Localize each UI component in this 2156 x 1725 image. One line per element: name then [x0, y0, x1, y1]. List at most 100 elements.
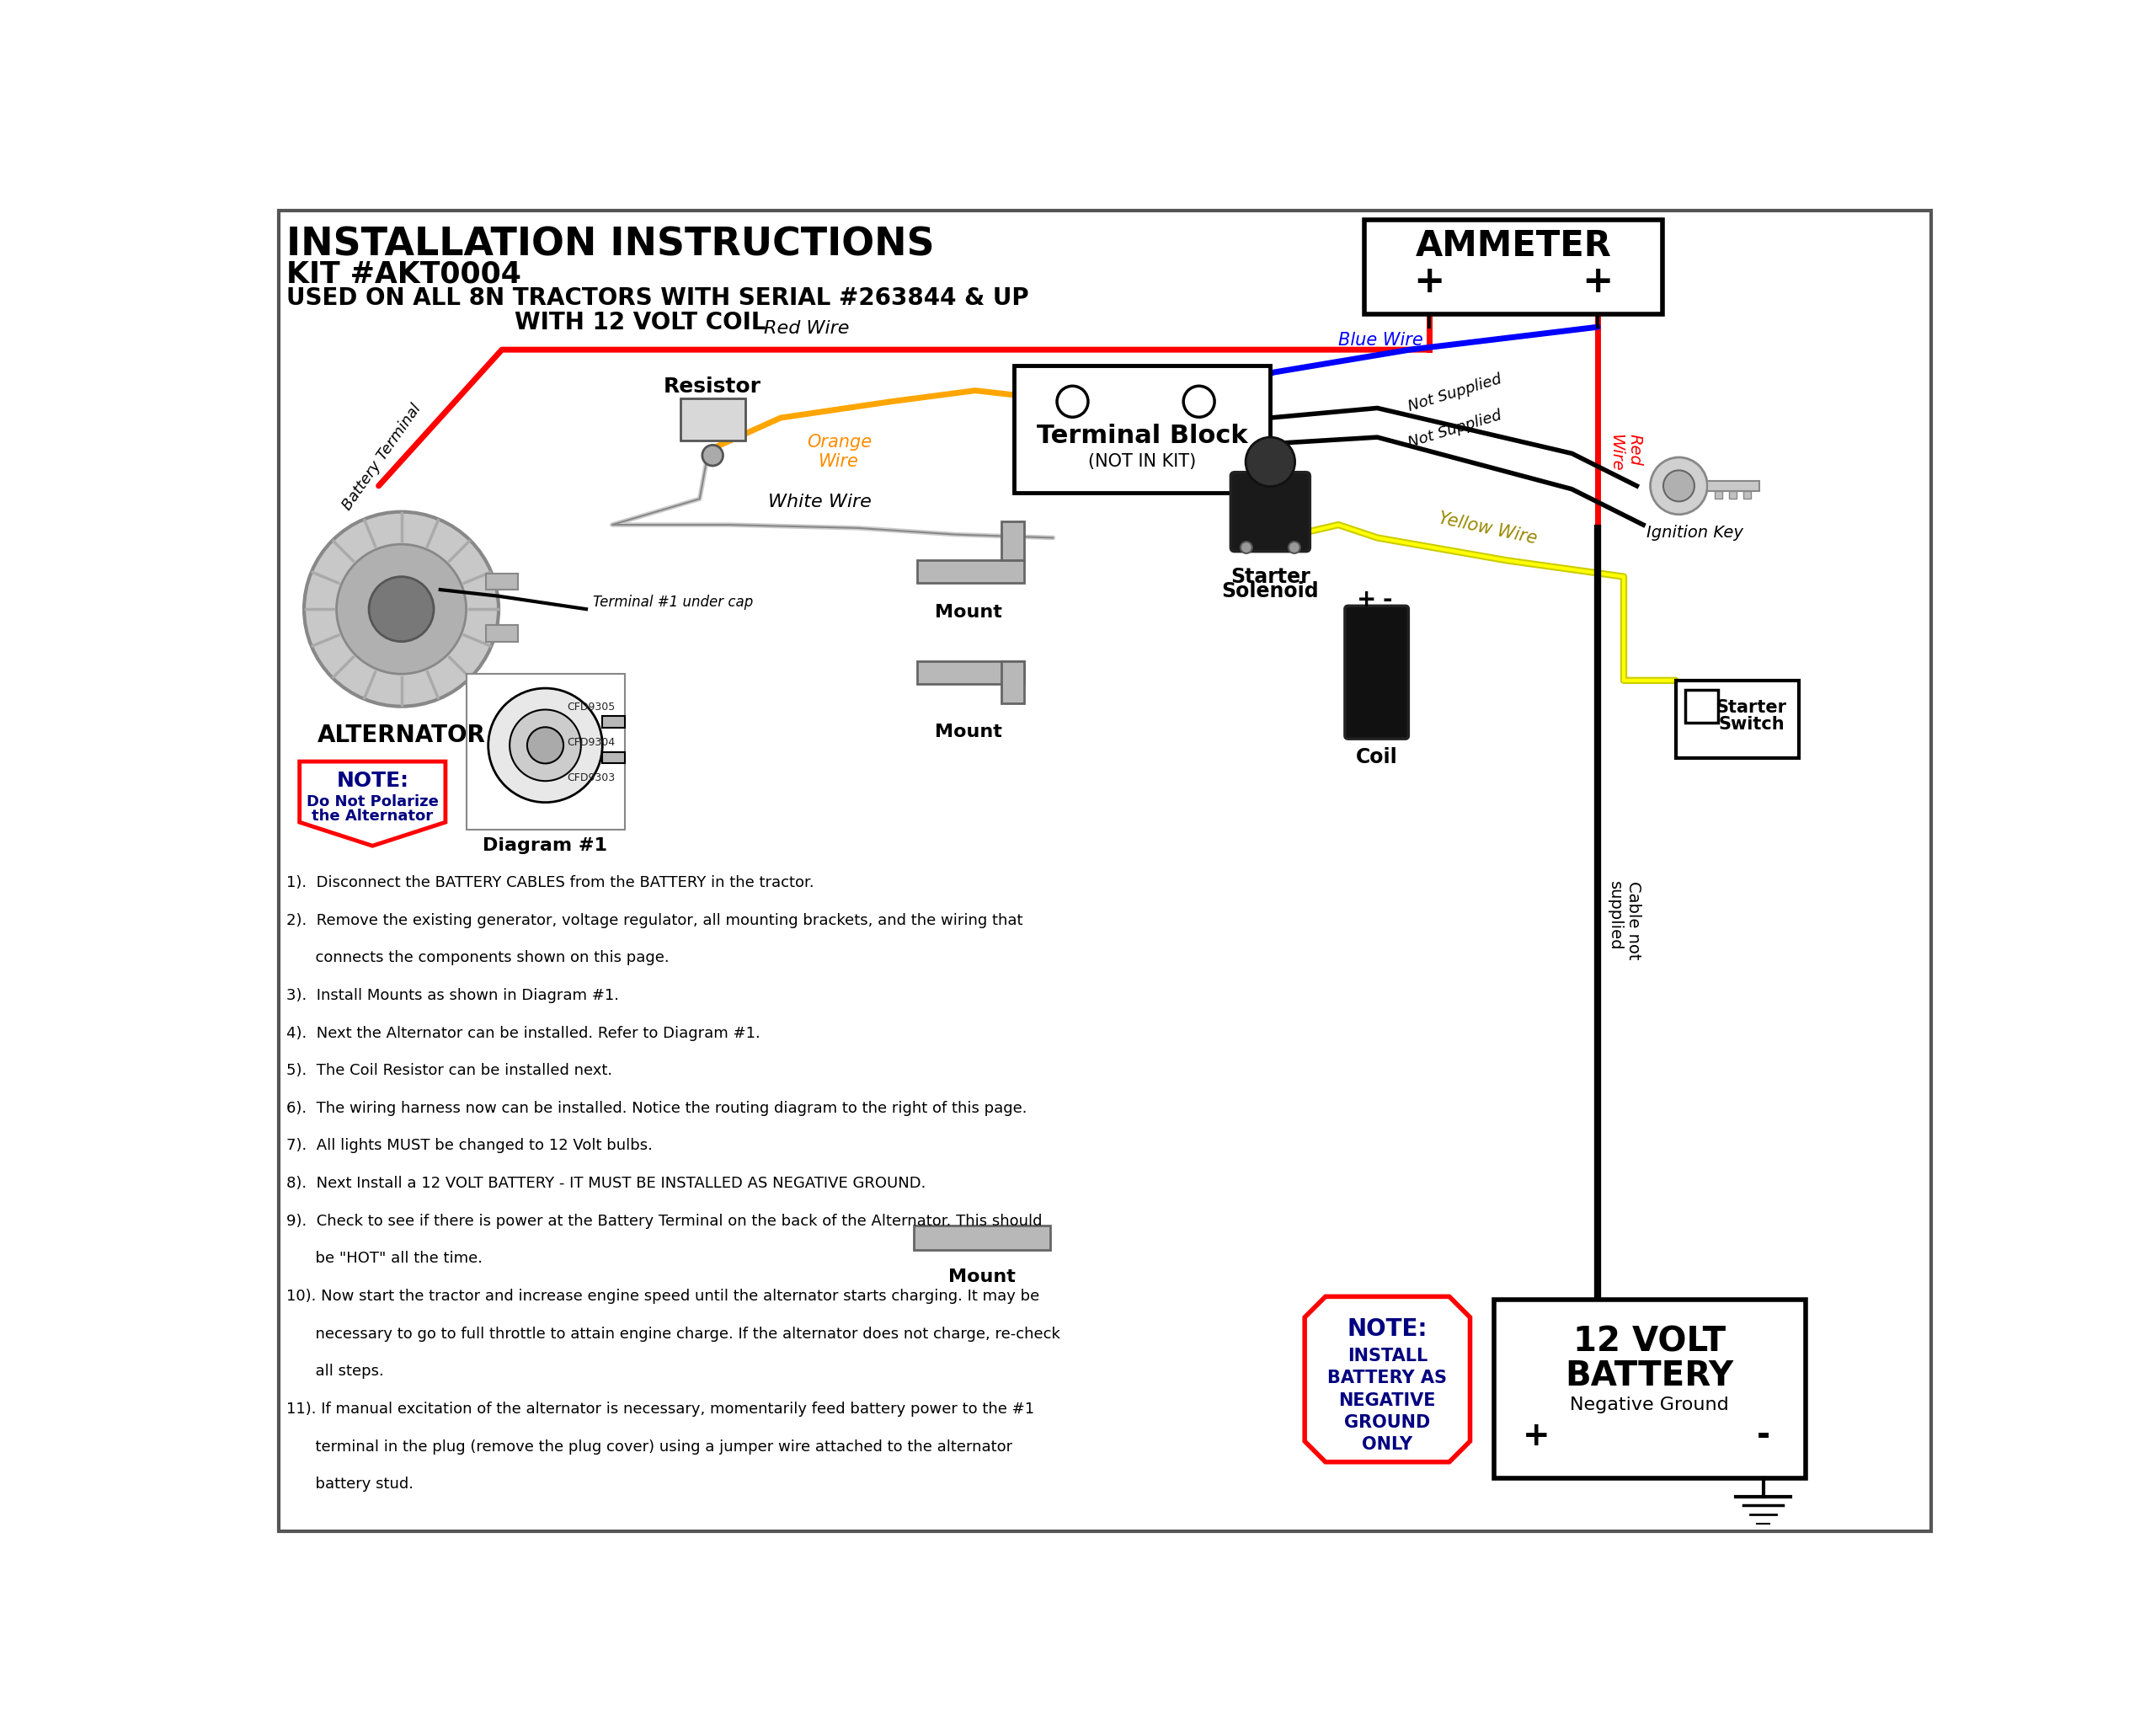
Text: 6).  The wiring harness now can be installed. Notice the routing diagram to the : 6). The wiring harness now can be instal…	[287, 1101, 1026, 1116]
Text: -: -	[1382, 588, 1393, 612]
Text: CFD9304: CFD9304	[567, 737, 614, 749]
Text: Negative Ground: Negative Ground	[1570, 1397, 1729, 1413]
Circle shape	[509, 709, 580, 781]
Circle shape	[1240, 542, 1253, 554]
Text: NOTE:: NOTE:	[1348, 1318, 1427, 1340]
Text: 2).  Remove the existing generator, voltage regulator, all mounting brackets, an: 2). Remove the existing generator, volta…	[287, 913, 1024, 928]
Bar	[916, 561, 1024, 583]
Text: ONLY: ONLY	[1363, 1435, 1412, 1452]
Text: Coil: Coil	[1356, 747, 1397, 768]
Text: 8).  Next Install a 12 VOLT BATTERY - IT MUST BE INSTALLED AS NEGATIVE GROUND.: 8). Next Install a 12 VOLT BATTERY - IT …	[287, 1176, 927, 1190]
Polygon shape	[1304, 1297, 1470, 1463]
Bar	[1714, 492, 1723, 499]
Text: Starter: Starter	[1716, 699, 1787, 716]
Text: GROUND: GROUND	[1345, 1414, 1429, 1430]
Circle shape	[336, 545, 466, 674]
Text: USED ON ALL 8N TRACTORS WITH SERIAL #263844 & UP: USED ON ALL 8N TRACTORS WITH SERIAL #263…	[287, 286, 1028, 310]
Text: 12 VOLT: 12 VOLT	[1574, 1325, 1727, 1359]
Text: Resistor: Resistor	[664, 376, 761, 397]
Text: White Wire: White Wire	[768, 493, 871, 511]
Text: Yellow Wire: Yellow Wire	[1436, 511, 1539, 547]
Text: Terminal #1 under cap: Terminal #1 under cap	[593, 595, 752, 611]
Bar	[1686, 690, 1718, 723]
Bar	[1000, 521, 1024, 561]
Bar	[1729, 492, 1736, 499]
Text: Red
Wire: Red Wire	[1608, 435, 1643, 471]
Text: NOTE:: NOTE:	[336, 771, 410, 792]
Text: BATTERY: BATTERY	[1565, 1359, 1733, 1394]
Text: NEGATIVE: NEGATIVE	[1339, 1392, 1436, 1409]
Bar	[1000, 661, 1024, 704]
Text: Terminal Block: Terminal Block	[1037, 424, 1248, 448]
Text: terminal in the plug (remove the plug cover) using a jumper wire attached to the: terminal in the plug (remove the plug co…	[287, 1439, 1013, 1454]
Text: 1).  Disconnect the BATTERY CABLES from the BATTERY in the tractor.: 1). Disconnect the BATTERY CABLES from t…	[287, 875, 815, 890]
Text: CFD9303: CFD9303	[567, 773, 614, 783]
Text: +: +	[1522, 1420, 1550, 1452]
Text: all steps.: all steps.	[287, 1364, 384, 1380]
Text: Blue Wire: Blue Wire	[1339, 331, 1423, 348]
Text: Diagram #1: Diagram #1	[483, 837, 608, 854]
Text: Mount: Mount	[936, 604, 1003, 621]
Text: BATTERY AS: BATTERY AS	[1328, 1370, 1447, 1387]
Text: INSTALL: INSTALL	[1348, 1347, 1427, 1364]
Text: ALTERNATOR: ALTERNATOR	[317, 724, 485, 747]
Circle shape	[703, 445, 722, 466]
Bar	[1365, 221, 1662, 314]
Bar	[679, 398, 746, 440]
Text: Mount: Mount	[949, 1268, 1015, 1285]
Text: (NOT IN KIT): (NOT IN KIT)	[1089, 454, 1197, 471]
Circle shape	[369, 576, 433, 642]
Circle shape	[1056, 386, 1089, 417]
Bar	[1494, 1301, 1805, 1478]
Text: 11). If manual excitation of the alternator is necessary, momentarily feed batte: 11). If manual excitation of the alterna…	[287, 1402, 1035, 1416]
Text: Orange
Wire: Orange Wire	[806, 435, 871, 471]
Bar	[914, 1225, 1050, 1251]
Bar	[1013, 366, 1270, 492]
FancyBboxPatch shape	[1345, 605, 1408, 738]
Polygon shape	[300, 761, 446, 845]
Text: INSTALLATION INSTRUCTIONS: INSTALLATION INSTRUCTIONS	[287, 226, 936, 264]
Bar	[485, 573, 517, 590]
Text: connects the components shown on this page.: connects the components shown on this pa…	[287, 950, 671, 966]
Text: 10). Now start the tractor and increase engine speed until the alternator starts: 10). Now start the tractor and increase …	[287, 1289, 1039, 1304]
Bar	[916, 661, 1024, 683]
Text: 9).  Check to see if there is power at the Battery Terminal on the back of the A: 9). Check to see if there is power at th…	[287, 1214, 1041, 1228]
Text: +: +	[1356, 588, 1376, 612]
Circle shape	[487, 688, 602, 802]
Text: battery stud.: battery stud.	[287, 1477, 414, 1492]
Bar	[1708, 481, 1759, 492]
Circle shape	[1289, 542, 1300, 554]
Circle shape	[304, 512, 498, 707]
Text: 7).  All lights MUST be changed to 12 Volt bulbs.: 7). All lights MUST be changed to 12 Vol…	[287, 1138, 653, 1154]
Text: 4).  Next the Alternator can be installed. Refer to Diagram #1.: 4). Next the Alternator can be installed…	[287, 1025, 761, 1040]
Text: KIT #AKT0004: KIT #AKT0004	[287, 260, 522, 288]
Circle shape	[528, 728, 563, 764]
Text: necessary to go to full throttle to attain engine charge. If the alternator does: necessary to go to full throttle to atta…	[287, 1327, 1061, 1342]
Circle shape	[1184, 386, 1214, 417]
Text: Battery Terminal: Battery Terminal	[341, 400, 425, 512]
Text: Ignition Key: Ignition Key	[1647, 524, 1744, 540]
Text: AMMETER: AMMETER	[1416, 228, 1611, 264]
Bar	[485, 626, 517, 642]
Text: WITH 12 VOLT COIL: WITH 12 VOLT COIL	[515, 310, 765, 335]
Circle shape	[1662, 471, 1695, 502]
Circle shape	[1649, 457, 1708, 514]
Text: Mount: Mount	[936, 724, 1003, 740]
Text: Not Supplied: Not Supplied	[1406, 407, 1503, 450]
Text: -: -	[1757, 1420, 1770, 1452]
Text: the Alternator: the Alternator	[313, 809, 433, 823]
Text: Switch: Switch	[1718, 716, 1785, 733]
Bar	[1675, 680, 1798, 759]
Text: Red Wire: Red Wire	[763, 319, 849, 336]
Bar	[1742, 492, 1751, 499]
Text: Starter: Starter	[1231, 566, 1311, 586]
Text: 5).  The Coil Resistor can be installed next.: 5). The Coil Resistor can be installed n…	[287, 1063, 612, 1078]
Text: Do Not Polarize: Do Not Polarize	[306, 794, 438, 809]
Bar	[466, 674, 625, 830]
Text: +: +	[1414, 264, 1445, 300]
Text: 3).  Install Mounts as shown in Diagram #1.: 3). Install Mounts as shown in Diagram #…	[287, 988, 619, 1002]
Text: Solenoid: Solenoid	[1222, 581, 1319, 602]
Text: Not Supplied: Not Supplied	[1406, 371, 1503, 414]
Bar	[602, 752, 625, 764]
Bar	[602, 716, 625, 728]
